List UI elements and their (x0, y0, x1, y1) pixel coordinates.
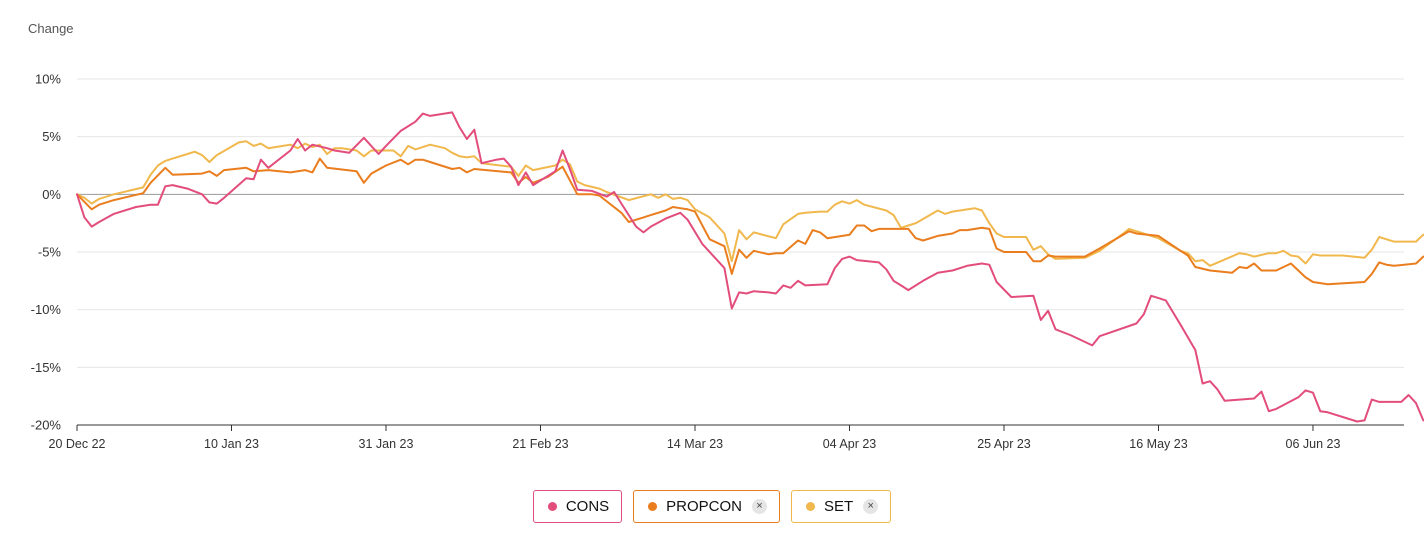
x-axis: 20 Dec 22 10 Jan 23 31 Jan 23 21 Feb 23 14 M… (49, 424, 1404, 451)
set-dot-icon (806, 502, 815, 511)
legend-chip-cons[interactable]: CONS (532, 490, 623, 523)
legend-label-cons: CONS (565, 498, 610, 515)
propcon-dot-icon (648, 502, 658, 511)
x-tick-label: 10 Jan 23 (204, 437, 259, 451)
x-tick-label: 20 Dec 22 (49, 437, 106, 451)
y-tick-label: 0% (42, 187, 61, 202)
x-tick-label: 21 Feb 23 (512, 437, 568, 451)
cons-dot-icon (547, 502, 557, 511)
y-axis: 10% 5% 0% -5% -10% -15% -20% (31, 72, 62, 433)
y-tick-label: -15% (31, 360, 62, 375)
y-tick-label: 10% (35, 72, 61, 87)
legend: CONS PROPCON × SET × (0, 490, 1424, 523)
legend-chip-propcon[interactable]: PROPCON × (633, 490, 780, 523)
y-tick-label: 5% (42, 129, 61, 144)
legend-chip-set[interactable]: SET × (791, 490, 892, 523)
legend-label-propcon: PROPCON (666, 498, 742, 515)
x-tick-label: 16 May 23 (1129, 437, 1187, 451)
legend-label-set: SET (824, 498, 854, 515)
x-tick-label: 04 Apr 23 (823, 437, 877, 451)
x-tick-label: 06 Jun 23 (1286, 437, 1341, 451)
y-axis-title: Change (28, 21, 74, 36)
line-chart: Change 10% 5% 0% -5% -10% -15% -20% 20 Dec 22 1… (28, 21, 1424, 451)
remove-set-close-icon[interactable]: × (863, 499, 879, 514)
x-tick-label: 31 Jan 23 (359, 437, 414, 451)
y-tick-label: -20% (31, 418, 62, 433)
y-tick-label: -10% (31, 302, 62, 317)
series-lines (76, 111, 1424, 423)
series-line-cons (76, 111, 1424, 423)
x-tick-label: 14 Mar 23 (667, 437, 723, 451)
x-tick-label: 25 Apr 23 (977, 437, 1031, 451)
y-tick-label: -5% (38, 245, 62, 260)
series-line-propcon (76, 157, 1424, 286)
remove-propcon-close-icon[interactable]: × (752, 499, 767, 514)
